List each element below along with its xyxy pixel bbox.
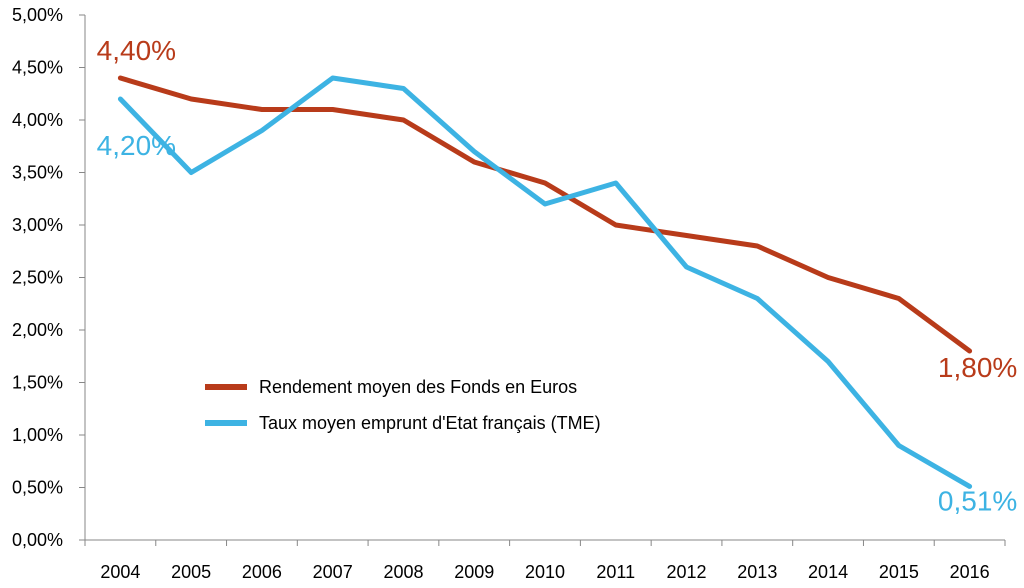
x-tick-label: 2007 [313,562,353,582]
series-line-0 [117,75,973,354]
x-tick-label: 2015 [879,562,919,582]
series-lines [117,75,973,489]
y-tick-label: 3,50% [12,163,63,183]
x-tick-label: 2008 [383,562,423,582]
x-tick-label: 2012 [667,562,707,582]
legend-label-1: Taux moyen emprunt d'Etat français (TME) [259,413,601,433]
y-tick-label: 0,50% [12,478,63,498]
series-line-1 [117,75,973,489]
y-tick-label: 2,00% [12,320,63,340]
y-tick-label: 4,50% [12,58,63,78]
data-label-2: 1,80% [938,352,1017,383]
y-tick-label: 1,50% [12,373,63,393]
data-labels: 4,40% 4,20% 1,80% 0,51% [97,35,1018,516]
y-tick-label: 1,00% [12,425,63,445]
legend: Rendement moyen des Fonds en Euros Taux m… [205,377,601,433]
x-tick-label: 2004 [100,562,140,582]
y-tick-label: 2,50% [12,268,63,288]
y-tick-label: 5,00% [12,5,63,25]
y-tick-label: 0,00% [12,530,63,550]
x-tick-label: 2011 [596,562,635,582]
legend-label-0: Rendement moyen des Fonds en Euros [259,377,577,397]
data-label-1: 4,20% [97,130,176,161]
data-label-3: 0,51% [938,485,1017,516]
data-label-0: 4,40% [97,35,176,66]
x-tick-label: 2006 [242,562,282,582]
x-tick-label: 2010 [525,562,565,582]
x-tick-label: 2014 [808,562,848,582]
x-tick-label: 2013 [737,562,777,582]
x-tick-label: 2016 [950,562,990,582]
y-tick-label: 3,00% [12,215,63,235]
axes: 0,00% 0,50% 1,00% 1,50% 2,00% 2,50% 3,00% 3,50%… [12,5,1006,582]
x-tick-label: 2005 [171,562,211,582]
x-tick-label: 2009 [454,562,494,582]
y-tick-label: 4,00% [12,110,63,130]
